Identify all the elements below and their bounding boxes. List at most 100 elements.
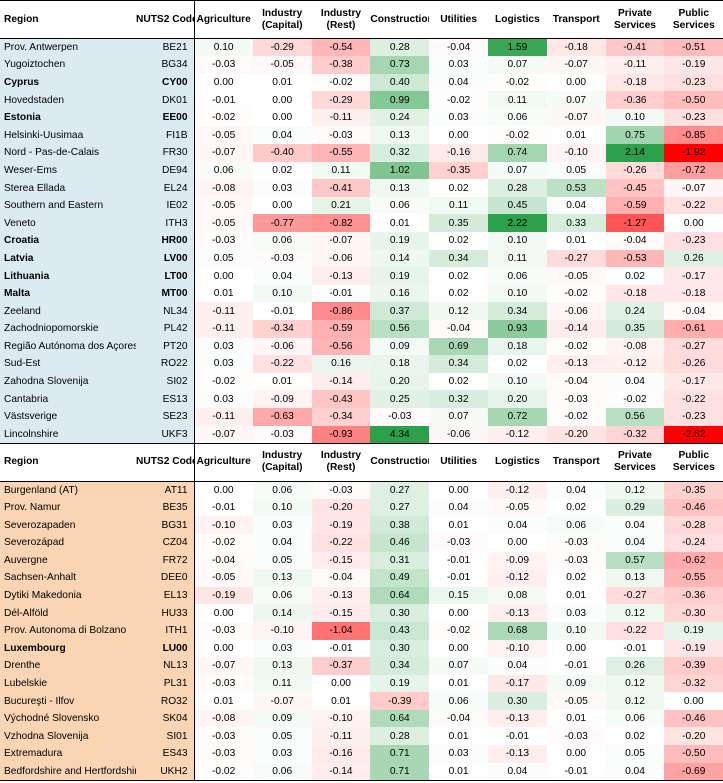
value-cell: 0.01 [429, 516, 488, 534]
value-cell: -0.03 [194, 232, 253, 250]
column-header[interactable]: Industry (Capital) [252, 442, 312, 482]
value-cell: -0.02 [194, 533, 253, 552]
value-cell: -0.17 [664, 267, 723, 285]
column-header[interactable]: Region [0, 442, 136, 482]
column-header[interactable]: Public Services [664, 0, 723, 39]
region-name: Zachodniopomorskie [0, 320, 136, 338]
value-cell: -0.32 [605, 425, 665, 444]
column-header[interactable]: Utilities [429, 0, 488, 39]
value-cell: -0.10 [311, 709, 371, 728]
value-cell: -0.03 [194, 727, 253, 746]
table-row: Severozápad CZ04 -0.02 0.04 -0.22 0.46 -0.03 0.… [0, 533, 723, 552]
value-cell: -0.04 [429, 320, 488, 338]
value-cell: -0.01 [311, 284, 371, 303]
value-cell: -0.17 [664, 372, 723, 391]
column-header[interactable]: Private Services [605, 0, 665, 39]
value-cell: 0.00 [429, 639, 488, 658]
value-cell: 0.02 [546, 498, 606, 517]
column-header[interactable]: Transport [546, 442, 606, 482]
value-cell: 0.06 [252, 586, 312, 605]
table-row: Região Autónoma dos Açores PT20 0.03 -0.06-… [0, 337, 723, 356]
value-cell: 0.11 [252, 674, 312, 693]
value-cell: -0.06 [546, 302, 606, 320]
value-cell: 0.12 [605, 604, 665, 622]
column-header[interactable]: Industry (Rest) [311, 442, 371, 482]
table-row: Cyprus CY00 0.00 0.01 -0.02 0.40 0.04 -0.02 0.00… [0, 73, 723, 92]
column-header[interactable]: Public Services [664, 442, 723, 482]
value-cell: 0.24 [605, 302, 665, 320]
nuts2-code: FR72 [136, 551, 195, 570]
value-cell: 0.01 [252, 372, 312, 391]
value-cell: -0.14 [546, 320, 606, 338]
value-cell: 0.13 [370, 126, 430, 145]
value-cell: 0.01 [546, 709, 606, 728]
value-cell: -0.02 [546, 337, 606, 356]
nuts2-code: IE02 [136, 196, 195, 215]
nuts2-code: EE00 [136, 108, 195, 127]
nuts2-code: DK01 [136, 91, 195, 109]
value-cell: 2.22 [487, 214, 547, 233]
region-name: Východné Slovensko [0, 709, 136, 728]
value-cell: 0.64 [370, 709, 430, 728]
table-row: Lincolnshire UKF3 -0.07 -0.03 -0.93 4.34 -0.06… [0, 425, 723, 444]
table-row: Malta MT00 0.01 0.10 -0.01 0.16 0.02 0.10 -0.02-… [0, 284, 723, 303]
value-cell: 0.01 [194, 284, 253, 303]
nuts2-code: UKH2 [136, 762, 195, 781]
value-cell: 0.33 [546, 214, 606, 233]
value-cell: 0.03 [194, 390, 253, 408]
value-cell: -0.03 [546, 390, 606, 408]
header-row: Region NUTS2 Code Agriculture Industry (Cap… [0, 442, 723, 482]
value-cell: -0.03 [194, 56, 253, 74]
value-cell: 0.12 [605, 692, 665, 710]
value-cell: -0.05 [546, 692, 606, 710]
table-row: Estonia EE00 -0.02 0.00 -0.11 0.24 0.03 0.06 -0.… [0, 108, 723, 127]
column-header[interactable]: NUTS2 Code [136, 442, 195, 482]
value-cell: 0.99 [370, 91, 430, 109]
table-body-1: Prov. Antwerpen BE21 0.10 -0.29 -0.54 0.28 -0.… [0, 38, 723, 444]
value-cell: 0.00 [194, 639, 253, 658]
value-cell: 0.11 [487, 249, 547, 268]
column-header[interactable]: Agriculture [194, 0, 253, 39]
value-cell: -0.11 [194, 302, 253, 320]
value-cell: 0.01 [429, 762, 488, 781]
column-header[interactable]: Construction [370, 0, 430, 39]
value-cell: 0.00 [194, 267, 253, 285]
value-cell: 0.09 [370, 337, 430, 356]
value-cell: -0.02 [429, 621, 488, 640]
column-header[interactable]: Construction [370, 442, 430, 482]
region-name: Burgenland (AT) [0, 481, 136, 499]
column-header[interactable]: NUTS2 Code [136, 0, 195, 39]
table-row: Drenthe NL13 -0.07 0.13 -0.37 0.34 0.07 0.04 -0.… [0, 657, 723, 675]
value-cell: 0.00 [429, 481, 488, 499]
column-header[interactable]: Logistics [487, 442, 547, 482]
column-header[interactable]: Agriculture [194, 442, 253, 482]
column-header[interactable]: Transport [546, 0, 606, 39]
column-header[interactable]: Private Services [605, 442, 665, 482]
value-cell: 0.02 [546, 569, 606, 587]
value-cell: -0.23 [664, 73, 723, 92]
value-cell: 0.02 [429, 372, 488, 391]
value-cell: 0.01 [252, 73, 312, 92]
value-cell: 0.06 [605, 709, 665, 728]
column-header[interactable]: Industry (Rest) [311, 0, 371, 39]
nuts2-code: BE21 [136, 38, 195, 57]
value-cell: -0.51 [664, 38, 723, 57]
region-name: Latvia [0, 249, 136, 268]
column-header[interactable]: Logistics [487, 0, 547, 39]
value-cell: 0.01 [194, 692, 253, 710]
column-header[interactable]: Industry (Capital) [252, 0, 312, 39]
value-cell: -0.07 [194, 144, 253, 162]
value-cell: -0.69 [664, 762, 723, 781]
value-cell: 0.04 [605, 372, 665, 391]
value-cell: -0.05 [194, 196, 253, 215]
value-cell: 0.14 [252, 604, 312, 622]
value-cell: -0.02 [194, 762, 253, 781]
region-name: Região Autónoma dos Açores [0, 337, 136, 356]
value-cell: 0.10 [252, 498, 312, 517]
region-name: Lithuania [0, 267, 136, 285]
column-header[interactable]: Region [0, 0, 136, 39]
value-cell: 0.28 [487, 179, 547, 197]
column-header[interactable]: Utilities [429, 442, 488, 482]
value-cell: -0.07 [194, 657, 253, 675]
table-row: Východné Slovensko SK04 -0.08 0.09 -0.10 0.64… [0, 709, 723, 728]
